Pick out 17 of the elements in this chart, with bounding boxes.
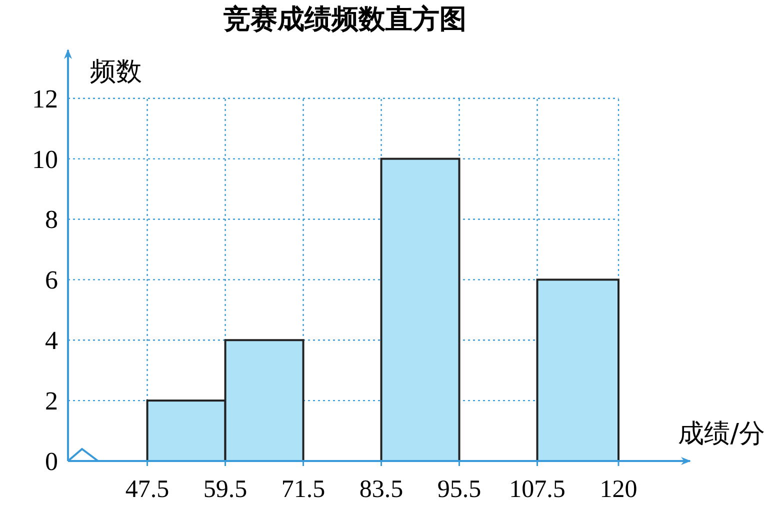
y-tick-label: 6 — [45, 266, 58, 295]
y-tick-label: 0 — [45, 447, 58, 476]
x-tick-label: 95.5 — [437, 476, 482, 503]
y-tick-label: 12 — [32, 84, 58, 114]
y-axis-title: 频数 — [90, 57, 142, 87]
x-tick-label: 59.5 — [203, 476, 248, 503]
x-tick-label: 83.5 — [359, 476, 404, 503]
x-axis-title: 成绩/分 — [678, 419, 765, 449]
x-tick-label: 71.5 — [281, 476, 326, 503]
x-tick-label: 47.5 — [125, 476, 170, 503]
x-tick-label: 107.5 — [509, 476, 566, 503]
x-tick-label: 120 — [600, 476, 638, 503]
y-tick-label: 8 — [45, 205, 58, 234]
y-tick-label: 10 — [32, 144, 58, 174]
y-tick-label: 4 — [45, 326, 58, 356]
chart-title: 竞赛成绩频数直方图 — [222, 4, 466, 35]
y-tick-label: 2 — [45, 386, 58, 416]
